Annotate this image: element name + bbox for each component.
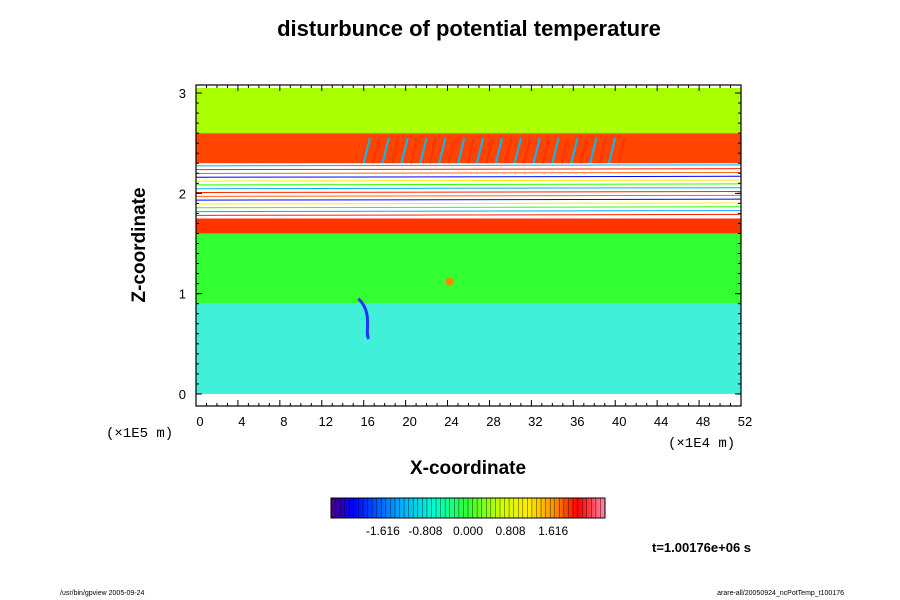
y-tick-label: 3 (179, 86, 186, 101)
field-streak (195, 213, 742, 216)
field-wave (504, 137, 513, 164)
field-wave (532, 137, 541, 164)
field-streak (195, 164, 742, 167)
field-wave (551, 137, 560, 164)
field-streak (195, 171, 742, 174)
field-streak (195, 198, 742, 201)
field-plume (357, 297, 371, 340)
colorbar: -1.616 -0.808 0.000 0.808 1.616 (330, 497, 606, 538)
x-tick-label: 16 (360, 414, 374, 429)
field-wave (400, 137, 409, 164)
y-tick-label: 0 (179, 387, 186, 402)
field-band-1 (196, 233, 741, 304)
x-tick-label: 20 (402, 414, 416, 429)
field-wave (466, 137, 475, 164)
x-tick-label: 36 (570, 414, 584, 429)
field-streak (195, 175, 742, 178)
y-tick-label: 2 (179, 186, 186, 201)
x-tick-label: 12 (319, 414, 333, 429)
colorbar-tick-label: 0.808 (496, 524, 526, 538)
field-wave (617, 137, 626, 164)
field-wave (362, 137, 371, 164)
field-wave (447, 137, 456, 164)
field-wave (409, 137, 419, 164)
x-axis-label: X-coordinate (409, 458, 527, 479)
x-tick-label: 28 (486, 414, 500, 429)
field-wave (560, 137, 570, 164)
field-streak (195, 168, 742, 171)
x-tick-label: 32 (528, 414, 542, 429)
field-wave (570, 137, 579, 164)
colorbar-tick-label: -0.808 (408, 524, 442, 538)
field-wave (494, 137, 504, 164)
field-wave (438, 137, 447, 164)
field-band-5 (196, 88, 741, 134)
heatmap-field (195, 88, 742, 394)
x-tick-label: 0 (196, 414, 203, 429)
x-tick-label: 48 (696, 414, 710, 429)
field-wave (391, 137, 400, 164)
y-axis-label: Z-coordinate (129, 187, 150, 303)
field-streak (195, 179, 742, 182)
time-label: t=1.00176e+06 s (652, 540, 752, 555)
field-wave (485, 137, 494, 164)
footer-command: /usr/bin/gpview 2005-09-24 (60, 590, 145, 597)
field-streak (195, 183, 742, 186)
field-wave (541, 137, 551, 164)
x-tick-label: 52 (738, 414, 752, 429)
x-tick-label: 40 (612, 414, 626, 429)
y-tick-label: 1 (179, 287, 186, 302)
field-wave (381, 137, 390, 164)
field-streak (195, 210, 742, 213)
x-tick-label: 8 (280, 414, 287, 429)
y-axis-unit: (×1E5 m) (106, 426, 174, 442)
colorbar-tick-label: -1.616 (366, 524, 400, 538)
x-axis-unit: (×1E4 m) (668, 436, 736, 452)
field-wave (513, 137, 522, 164)
field-wave (475, 137, 485, 164)
footer-file: arare-all/20050924_ncPotTemp_t100176 (717, 590, 844, 597)
field-blob (445, 277, 454, 286)
field-wave (589, 137, 598, 164)
colorbar-tick-label: 1.616 (538, 524, 568, 538)
x-tick-label: 24 (444, 414, 458, 429)
field-band-3 (196, 163, 741, 219)
field-wave (598, 137, 607, 164)
field-wave (457, 137, 466, 164)
field-wave (372, 137, 381, 164)
field-wave (428, 137, 437, 164)
field-wave (607, 137, 617, 164)
field-wave (523, 137, 532, 164)
field-streak (195, 194, 742, 197)
field-streak (195, 191, 742, 194)
field-streak (195, 187, 742, 190)
field-band-0 (196, 303, 741, 394)
x-tick-label: 4 (238, 414, 245, 429)
field-streak (195, 202, 742, 205)
chart-title: disturbunce of potential temperature (277, 16, 661, 41)
colorbar-tick-label: 0.000 (453, 524, 483, 538)
field-band-2 (196, 218, 741, 234)
field-wave (419, 137, 428, 164)
field-streak (195, 206, 742, 209)
x-tick-label: 44 (654, 414, 668, 429)
field-wave (579, 137, 588, 164)
